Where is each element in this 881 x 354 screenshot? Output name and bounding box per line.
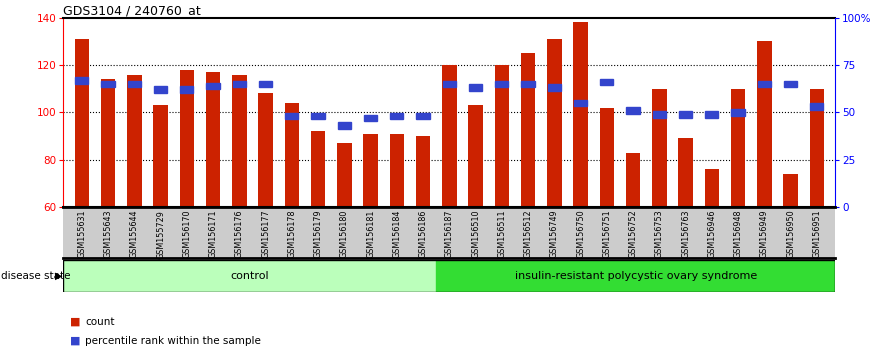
Bar xyxy=(181,86,194,93)
Bar xyxy=(311,113,325,120)
Text: GSM156171: GSM156171 xyxy=(209,210,218,258)
Bar xyxy=(259,81,272,87)
Bar xyxy=(522,81,535,87)
Text: GSM156177: GSM156177 xyxy=(261,210,270,258)
Text: GSM156181: GSM156181 xyxy=(366,210,375,258)
Text: GSM156950: GSM156950 xyxy=(786,210,795,258)
Bar xyxy=(101,81,115,87)
Text: GSM156187: GSM156187 xyxy=(445,210,454,258)
Text: GSM156512: GSM156512 xyxy=(523,210,532,258)
Text: ■: ■ xyxy=(70,317,81,327)
Bar xyxy=(678,138,692,349)
Bar xyxy=(811,103,824,110)
Bar xyxy=(469,85,482,91)
Bar xyxy=(757,41,772,349)
Text: percentile rank within the sample: percentile rank within the sample xyxy=(85,336,262,346)
Text: GSM156186: GSM156186 xyxy=(418,210,427,258)
Bar xyxy=(705,169,719,349)
Bar xyxy=(574,22,588,349)
Text: GSM156752: GSM156752 xyxy=(628,210,638,258)
Bar xyxy=(75,77,88,84)
Text: count: count xyxy=(85,317,115,327)
Text: control: control xyxy=(231,271,269,281)
Text: GSM156180: GSM156180 xyxy=(340,210,349,258)
Bar xyxy=(784,81,797,87)
Bar xyxy=(600,108,614,349)
Bar xyxy=(285,103,299,349)
Text: GSM156179: GSM156179 xyxy=(314,210,322,258)
Bar xyxy=(652,89,667,349)
Text: GDS3104 / 240760_at: GDS3104 / 240760_at xyxy=(63,4,201,17)
Text: GSM156949: GSM156949 xyxy=(759,210,769,258)
Bar xyxy=(232,74,247,349)
Bar xyxy=(364,115,377,121)
Bar xyxy=(75,39,89,349)
Bar xyxy=(705,111,718,118)
Bar xyxy=(574,99,588,106)
Bar xyxy=(442,65,456,349)
Bar xyxy=(206,82,219,89)
Bar xyxy=(389,134,404,349)
Bar xyxy=(363,134,378,349)
Bar xyxy=(653,111,666,118)
Text: GSM156763: GSM156763 xyxy=(681,210,690,258)
Bar xyxy=(600,79,613,85)
Bar xyxy=(206,72,220,349)
Bar xyxy=(731,109,744,116)
Bar xyxy=(436,260,835,292)
Bar xyxy=(495,81,508,87)
Bar xyxy=(311,131,325,349)
Text: GSM156753: GSM156753 xyxy=(655,210,663,258)
Bar xyxy=(153,105,167,349)
Text: GSM156176: GSM156176 xyxy=(235,210,244,258)
Bar xyxy=(180,70,194,349)
Bar xyxy=(127,74,142,349)
Text: ▶: ▶ xyxy=(55,271,63,281)
Text: GSM155643: GSM155643 xyxy=(104,210,113,258)
Bar xyxy=(626,107,640,114)
Text: ■: ■ xyxy=(70,336,81,346)
Bar xyxy=(679,111,692,118)
Text: GSM155631: GSM155631 xyxy=(78,210,86,258)
Bar xyxy=(390,113,403,120)
Text: GSM156948: GSM156948 xyxy=(734,210,743,258)
Bar xyxy=(758,81,771,87)
Bar xyxy=(337,143,352,349)
Text: GSM155729: GSM155729 xyxy=(156,210,165,258)
Text: GSM156751: GSM156751 xyxy=(603,210,611,258)
Bar xyxy=(154,86,167,93)
Text: disease state: disease state xyxy=(1,271,70,281)
Bar xyxy=(442,81,456,87)
Text: GSM156170: GSM156170 xyxy=(182,210,191,258)
Bar xyxy=(547,39,561,349)
Bar xyxy=(63,260,436,292)
Bar xyxy=(783,174,798,349)
Text: GSM156750: GSM156750 xyxy=(576,210,585,258)
Text: GSM156510: GSM156510 xyxy=(471,210,480,258)
Bar xyxy=(731,89,745,349)
Bar xyxy=(337,122,351,129)
Text: GSM156511: GSM156511 xyxy=(497,210,507,258)
Text: GSM155644: GSM155644 xyxy=(130,210,139,258)
Text: GSM156749: GSM156749 xyxy=(550,210,559,258)
Bar xyxy=(285,113,299,120)
Bar xyxy=(494,65,509,349)
Bar xyxy=(258,93,273,349)
Bar xyxy=(469,105,483,349)
Bar xyxy=(128,81,141,87)
Bar xyxy=(548,85,561,91)
Bar xyxy=(521,53,536,349)
Text: GSM156184: GSM156184 xyxy=(392,210,402,258)
Bar xyxy=(416,136,430,349)
Text: insulin-resistant polycystic ovary syndrome: insulin-resistant polycystic ovary syndr… xyxy=(515,271,757,281)
Text: GSM156946: GSM156946 xyxy=(707,210,716,258)
Text: GSM156178: GSM156178 xyxy=(287,210,296,258)
Bar xyxy=(626,153,640,349)
Bar xyxy=(100,79,115,349)
Bar xyxy=(417,113,430,120)
Text: GSM156951: GSM156951 xyxy=(812,210,821,258)
Bar xyxy=(233,81,246,87)
Bar xyxy=(810,89,824,349)
